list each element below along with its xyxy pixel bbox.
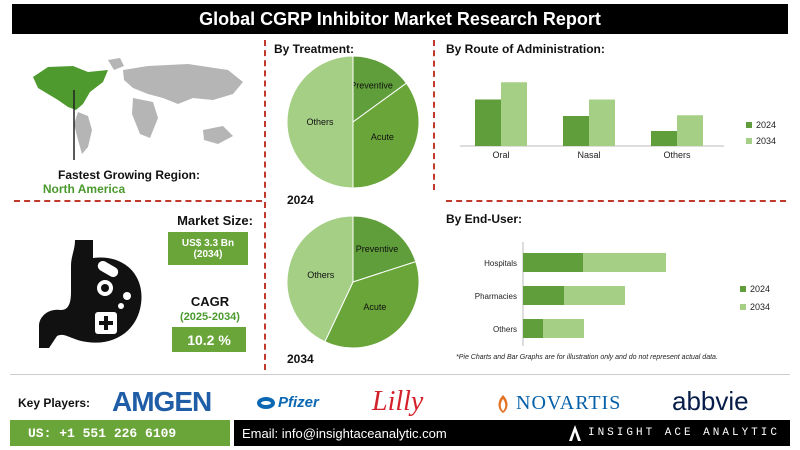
pie-label-acute: Acute <box>371 132 394 142</box>
pie-slice-acute <box>352 82 420 189</box>
brand-name: INSIGHT ACE ANALYTIC <box>587 427 780 439</box>
abbvie-logo: abbvie <box>672 386 749 416</box>
insightace-logo-icon <box>568 425 581 441</box>
pie-label-acute: Acute <box>363 302 386 312</box>
novartis-flame-icon <box>498 394 508 413</box>
pfizer-text: Pfizer <box>278 394 319 411</box>
enduser-tick-others: Others <box>493 325 517 334</box>
enduser-bar-others-2034 <box>543 319 584 338</box>
cagr-label: CAGR <box>190 294 230 309</box>
pie-2024-label: 2024 <box>287 193 314 207</box>
enduser-legend-swatch-2024 <box>740 286 746 292</box>
enduser-legend-2024: 2024 <box>750 284 770 294</box>
stomach-icon <box>39 240 142 348</box>
enduser-legend-swatch-2034 <box>740 304 746 310</box>
route-bar-others-2024 <box>651 131 677 146</box>
pie-label-preventive: Preventive <box>356 244 399 254</box>
world-map-icon <box>28 52 253 162</box>
pie-slice-preventive <box>352 215 417 283</box>
route-bar-nasal-2034 <box>589 99 615 146</box>
pfizer-pill-icon <box>257 396 275 409</box>
report-title: Global CGRP Inhibitor Market Research Re… <box>12 4 788 34</box>
fastest-region-value: North America <box>42 182 126 196</box>
middle-divider-right <box>433 40 435 190</box>
key-players-label: Key Players: <box>18 396 91 410</box>
pfizer-logo: Pfizer <box>256 394 319 411</box>
amgen-logo: AMGEN <box>112 386 212 417</box>
treatment-pie-2024: Preventive Acute Others <box>286 55 420 189</box>
route-tick-others: Others <box>663 150 691 160</box>
cagr-value: 10.2 % <box>172 327 246 352</box>
pie-2034-label: 2034 <box>287 352 314 366</box>
lilly-logo: Lilly <box>372 386 424 417</box>
brand: INSIGHT ACE ANALYTIC <box>568 424 780 442</box>
phone-bar: US: +1 551 226 6109 <box>10 420 230 446</box>
route-tick-oral: Oral <box>492 150 509 160</box>
pie-label-others: Others <box>307 270 335 280</box>
right-divider <box>446 200 786 202</box>
enduser-tick-hospitals: Hospitals <box>484 259 517 268</box>
novartis-text: NOVARTIS <box>516 392 622 414</box>
treatment-title: By Treatment: <box>274 42 355 56</box>
pie-label-others: Others <box>306 117 334 127</box>
enduser-bar-pharmacies-2034 <box>564 286 625 305</box>
pie-slice-others <box>286 215 354 343</box>
enduser-legend-2034: 2034 <box>750 302 770 312</box>
email-address[interactable]: Email: info@insightaceanalytic.com <box>242 425 447 441</box>
middle-divider-left <box>264 40 266 370</box>
disclaimer: *Pie Charts and Bar Graphs are for illus… <box>456 354 718 361</box>
enduser-bar-others-2024 <box>523 319 543 338</box>
market-size-value: US$ 3.3 Bn <box>181 237 235 249</box>
route-legend-2034: 2034 <box>756 136 776 146</box>
market-size-year: (2034) <box>193 248 223 260</box>
treatment-pie-2034: Preventive Acute Others <box>286 215 420 349</box>
route-legend-swatch-2024 <box>746 122 752 128</box>
novartis-logo: NOVARTIS <box>494 392 621 415</box>
route-title: By Route of Administration: <box>446 42 605 56</box>
market-size-label: Market Size: <box>177 213 253 228</box>
route-tick-nasal: Nasal <box>577 150 600 160</box>
enduser-bar-pharmacies-2024 <box>523 286 564 305</box>
route-legend-swatch-2034 <box>746 138 752 144</box>
pie-label-preventive: Preventive <box>350 81 393 91</box>
enduser-bar-hospitals-2034 <box>583 253 666 272</box>
pie-slice-others <box>286 55 354 189</box>
route-bar-oral-2024 <box>475 99 501 146</box>
route-bar-oral-2034 <box>501 82 527 146</box>
route-bar-others-2034 <box>677 115 703 146</box>
enduser-tick-pharmacies: Pharmacies <box>475 292 517 301</box>
email-bar: Email: info@insightaceanalytic.com INSIG… <box>234 420 790 446</box>
cagr-period: (2025-2034) <box>180 311 240 323</box>
market-size-box: US$ 3.3 Bn (2034) <box>168 232 248 265</box>
footer-divider <box>10 374 790 375</box>
route-bar-chart: Oral Nasal Others 2024 2034 <box>460 82 776 160</box>
enduser-bar-chart: Hospitals Pharmacies Others 2024 2034 <box>475 242 770 346</box>
enduser-bar-hospitals-2024 <box>523 253 583 272</box>
phone-number[interactable]: US: +1 551 226 6109 <box>28 425 177 441</box>
left-divider <box>14 200 262 202</box>
fastest-region-label: Fastest Growing Region: <box>57 168 200 182</box>
pie-slice-preventive <box>352 55 408 123</box>
pie-slice-acute <box>324 260 420 349</box>
route-legend-2024: 2024 <box>756 120 776 130</box>
enduser-title: By End-User: <box>446 212 523 226</box>
route-bar-nasal-2024 <box>563 116 589 146</box>
